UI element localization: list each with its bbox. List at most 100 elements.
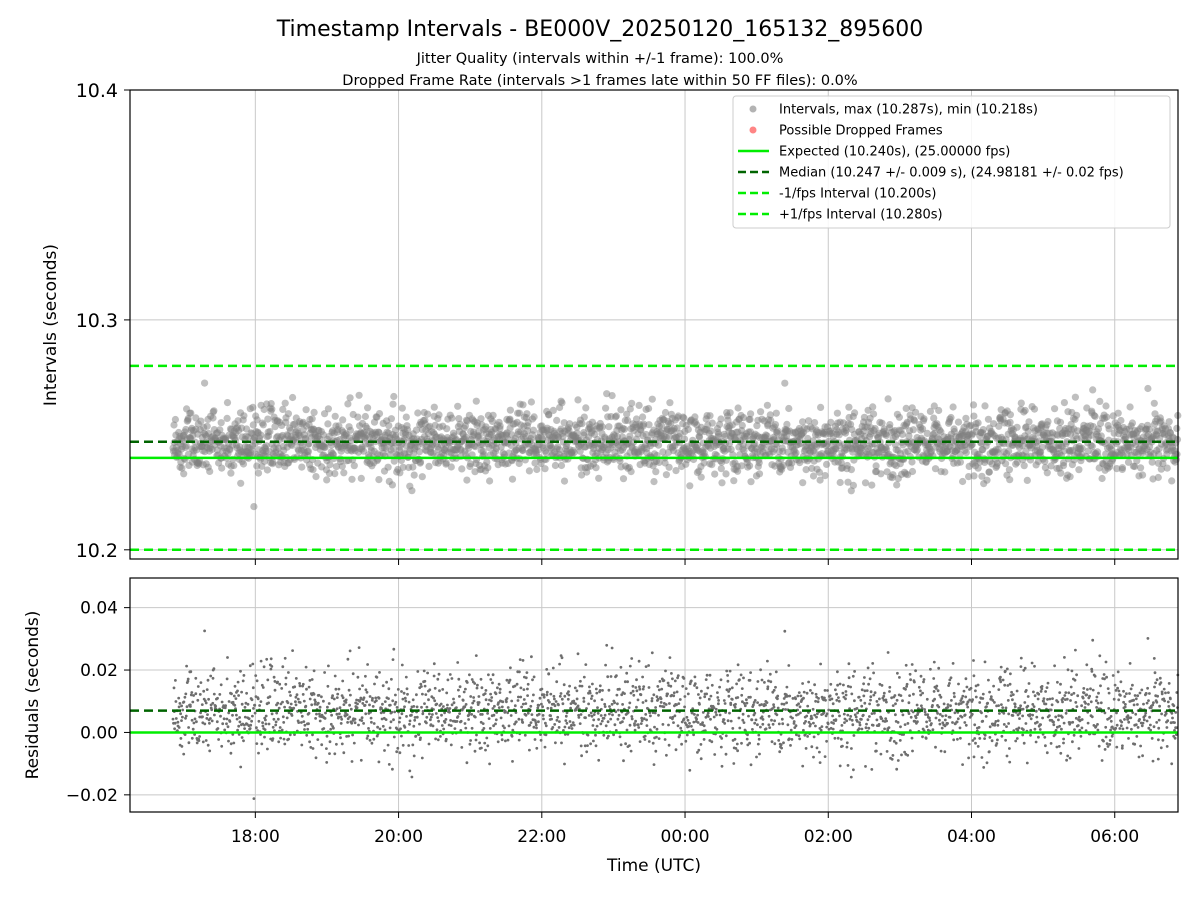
residual-point — [437, 719, 440, 723]
residual-point — [611, 713, 614, 717]
residual-point — [929, 667, 932, 671]
interval-point — [350, 462, 358, 470]
residual-point — [1009, 672, 1012, 676]
interval-point — [612, 412, 621, 420]
residual-point — [440, 713, 443, 717]
residual-point — [658, 680, 662, 683]
residual-point — [664, 703, 668, 706]
residual-point — [375, 675, 379, 679]
residual-point — [506, 711, 510, 715]
residual-point — [639, 722, 643, 725]
residual-point — [353, 721, 357, 725]
residual-point — [426, 671, 429, 675]
residual-point — [209, 717, 212, 720]
residual-point — [482, 727, 486, 730]
interval-point — [344, 400, 352, 408]
residual-point — [484, 748, 487, 752]
residual-point — [225, 722, 228, 726]
residual-point — [971, 698, 974, 702]
residual-point — [459, 719, 463, 723]
residual-point — [341, 679, 345, 683]
interval-point — [970, 472, 978, 480]
residual-point — [498, 691, 502, 694]
residual-point — [582, 700, 586, 703]
residual-point — [809, 689, 812, 692]
residual-point — [242, 674, 246, 677]
residual-point — [261, 721, 264, 725]
residual-point — [954, 702, 958, 706]
residual-point — [458, 695, 461, 698]
interval-point — [886, 421, 894, 429]
interval-point — [566, 420, 574, 428]
interval-point — [718, 479, 726, 487]
residual-point — [747, 714, 750, 718]
interval-point — [533, 465, 541, 474]
residual-point — [546, 706, 550, 710]
residual-point — [216, 727, 220, 730]
interval-point — [912, 408, 920, 416]
residual-point — [635, 705, 638, 709]
residual-point — [537, 712, 541, 716]
residual-point — [746, 733, 749, 737]
interval-point — [893, 481, 901, 489]
residual-point — [865, 722, 868, 726]
residual-point — [727, 690, 730, 693]
interval-point — [308, 415, 316, 423]
residual-point — [884, 698, 888, 702]
residual-point — [871, 662, 875, 665]
interval-point — [555, 446, 564, 454]
residual-point — [885, 750, 889, 753]
residual-point — [174, 717, 178, 720]
residual-point — [190, 691, 194, 694]
residual-point — [813, 683, 816, 687]
interval-point — [250, 503, 258, 511]
residual-point — [857, 695, 861, 699]
residual-point — [437, 672, 441, 676]
residual-point — [534, 723, 538, 727]
chart-title: Timestamp Intervals - BE000V_20250120_16… — [276, 17, 923, 42]
residual-point — [1054, 715, 1058, 719]
interval-point — [1060, 459, 1068, 467]
residual-point — [901, 713, 905, 717]
residual-point — [613, 701, 616, 705]
interval-point — [529, 426, 538, 434]
residual-point — [1043, 735, 1047, 739]
residual-point — [295, 693, 299, 697]
residual-point — [726, 674, 729, 677]
residual-point — [862, 682, 865, 686]
residual-point — [593, 728, 597, 731]
interval-point — [323, 476, 331, 484]
residual-point — [193, 717, 197, 721]
residual-point — [491, 673, 495, 677]
residual-point — [797, 734, 801, 738]
residual-point — [972, 659, 975, 662]
residual-point — [329, 727, 333, 731]
residual-point — [961, 694, 965, 698]
residual-point — [238, 716, 242, 719]
interval-point — [799, 418, 807, 426]
interval-point — [626, 432, 634, 440]
residual-point — [623, 692, 626, 695]
interval-point — [338, 462, 346, 470]
residual-point — [562, 683, 566, 687]
residual-point — [444, 718, 448, 721]
residual-point — [883, 727, 886, 731]
interval-point — [1075, 466, 1083, 474]
residual-point — [835, 692, 838, 696]
residual-point — [589, 711, 593, 715]
residual-point — [530, 713, 534, 716]
interval-point — [390, 392, 398, 401]
residual-point — [767, 714, 771, 718]
residual-point — [327, 664, 330, 668]
residual-point — [436, 716, 440, 719]
residual-point — [407, 744, 411, 747]
residual-point — [964, 695, 968, 699]
residual-point — [310, 703, 314, 707]
residual-point — [691, 707, 695, 710]
residual-point — [780, 746, 783, 750]
interval-point — [483, 458, 491, 466]
residual-point — [1029, 717, 1033, 721]
residual-point — [740, 693, 744, 697]
residual-point — [736, 663, 740, 667]
residual-point — [401, 697, 405, 701]
